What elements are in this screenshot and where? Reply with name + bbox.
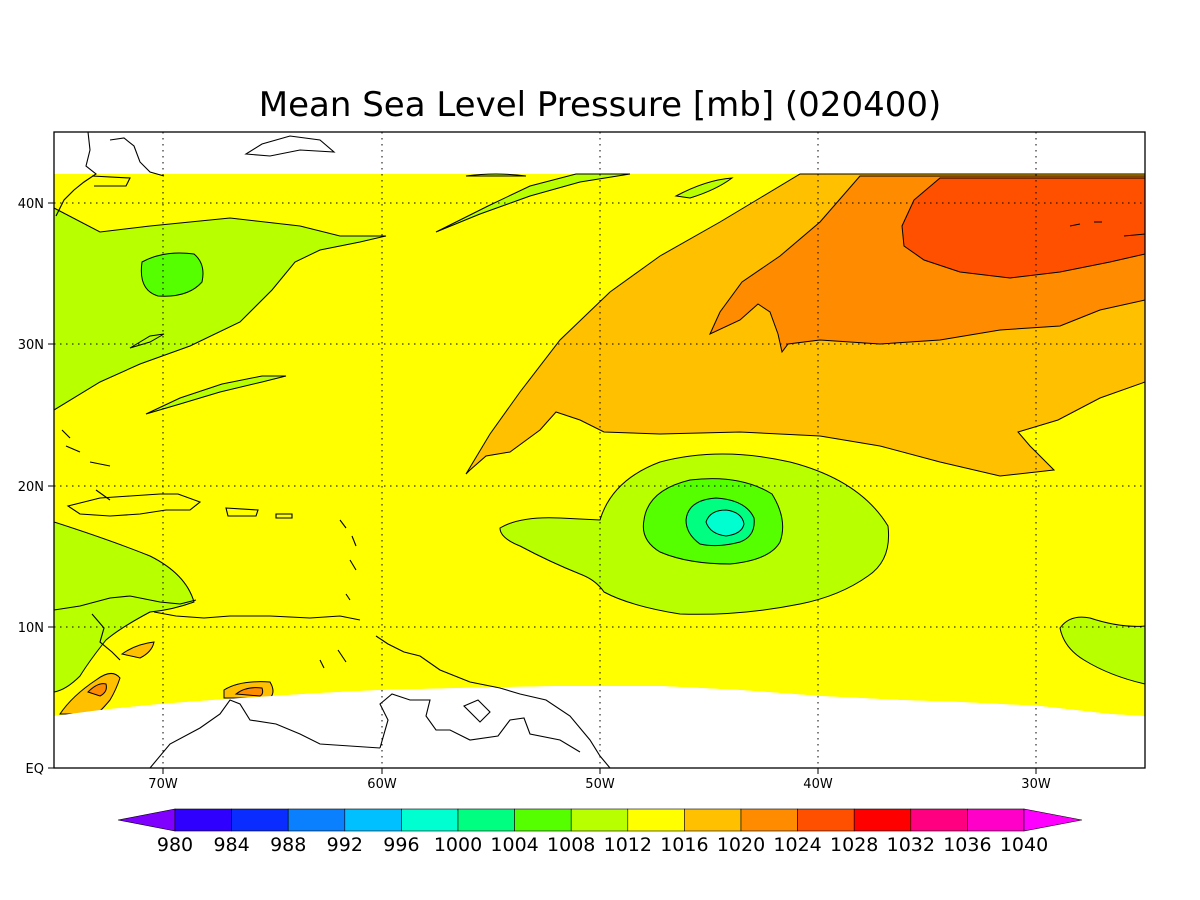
colorbar-swatch [967,808,1025,832]
colorbar-label: 980 [157,834,193,856]
lon-label: 70W [148,777,178,792]
colorbar-swatch [514,808,572,832]
colorbar [117,808,1083,832]
colorbar-label: 1016 [660,834,708,856]
colorbar-label: 1012 [604,834,652,856]
colorbar-swatch [231,808,289,832]
colorbar-swatch [344,808,402,832]
colorbar-swatch [740,808,798,832]
colorbar-arrow-low [117,808,176,832]
colorbar-swatch [910,808,968,832]
lat-label: 20N [18,480,44,495]
pressure-band-1008-1012 [1059,616,1145,685]
pressure-band-1008-1012 [465,173,527,177]
lat-label: EQ [26,762,44,777]
colorbar-label: 988 [270,834,306,856]
colorbar-arrow-high [1023,808,1083,832]
pressure-band-1008-1012 [54,521,195,693]
lat-label: 10N [18,621,44,636]
colorbar-swatch [627,808,685,832]
lon-label: 30W [1021,777,1051,792]
lon-label: 60W [367,777,397,792]
colorbar-label: 992 [327,834,363,856]
colorbar-swatch [287,808,346,832]
colorbar-label: 1032 [887,834,935,856]
lon-label: 40W [803,777,833,792]
pressure-band-1020-1024 [87,683,107,697]
colorbar-label: 1004 [490,834,538,856]
contour-islet [1123,233,1145,237]
tick-marks [48,202,1037,774]
colorbar-label: 1000 [434,834,482,856]
pressure-band-1008-1012 [145,375,287,415]
pressure-band-1008-1012 [674,177,734,199]
colorbar-label: 1020 [717,834,765,856]
pressure-band-1008-1012 [54,207,387,411]
pressure-band-1024-1028 [901,177,1145,279]
pressure-band-1004-1008 [140,252,204,297]
pressure-band-996-1000 [705,509,745,537]
colorbar-swatch [853,808,912,832]
colorbar-labels: 980 984 988 992 996 1000 1004 1008 1012 1016 1020 1… [157,834,1048,856]
colorbar-swatch [570,808,629,832]
coastlines [54,132,611,768]
lat-label: 40N [18,197,44,212]
graticule [54,132,1145,768]
colorbar-swatch [797,808,855,832]
colorbar-swatch [457,808,515,832]
pressure-band-1020-1024 [234,687,264,697]
colorbar-label: 1008 [547,834,595,856]
colorbar-label: 1036 [943,834,991,856]
pressure-band-1008-1012 [435,173,631,233]
colorbar-label: 984 [213,834,249,856]
colorbar-label: 1040 [1000,834,1048,856]
colorbar-swatch [401,808,459,832]
map-title: Mean Sea Level Pressure [mb] (020400) [259,85,942,125]
colorbar-label: 1024 [773,834,821,856]
lat-label: 30N [18,338,44,353]
colorbar-swatch [684,808,742,832]
pressure-band-1016-1020 [120,641,155,659]
colorbar-label: 1028 [830,834,878,856]
colorbar-label: 996 [383,834,419,856]
contour-islet [1069,223,1081,227]
lon-label: 50W [585,777,615,792]
colorbar-swatch [174,808,232,832]
